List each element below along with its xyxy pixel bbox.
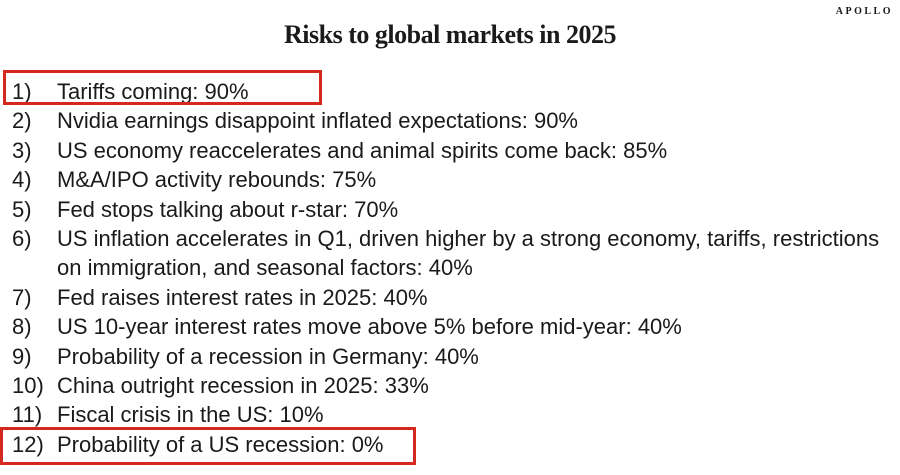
list-item-2: 2) Nvidia earnings disappoint inflated e… — [0, 106, 880, 135]
list-item-4: 4) M&A/IPO activity rebounds: 75% — [0, 165, 880, 194]
item-number: 4) — [12, 167, 32, 193]
item-number: 7) — [12, 284, 32, 310]
list-item-6: 6) US inflation accelerates in Q1, drive… — [0, 224, 880, 283]
item-text: M&A/IPO activity rebounds: 75% — [57, 167, 377, 193]
item-text: Fed raises interest rates in 2025: 40% — [57, 284, 428, 310]
list-item-8: 8) US 10-year interest rates move above … — [0, 312, 880, 341]
item-number: 9) — [12, 343, 32, 369]
item-number: 3) — [12, 137, 32, 163]
item-number: 6) — [12, 226, 32, 252]
slide-title: Risks to global markets in 2025 — [284, 20, 616, 49]
list-item-5: 5) Fed stops talking about r-star: 70% — [0, 195, 880, 224]
item-number: 11) — [12, 402, 43, 428]
list-item-12: 12) Probability of a US recession: 0% — [0, 430, 880, 459]
item-number: 8) — [12, 314, 32, 340]
item-number: 1) — [12, 79, 32, 104]
item-text: US 10-year interest rates move above 5% … — [57, 314, 682, 340]
list-item-11: 11) Fiscal crisis in the US: 10% — [0, 400, 880, 429]
item-text: Tariffs coming: 90% — [57, 79, 249, 104]
apollo-logo: APOLLO — [835, 6, 893, 17]
item-text: China outright recession in 2025: 33% — [57, 373, 429, 399]
item-text: Fed stops talking about r-star: 70% — [57, 196, 399, 222]
item-text: Probability of a recession in Germany: 4… — [57, 343, 479, 369]
item-number: 10) — [12, 373, 44, 399]
risk-list: 1) Tariffs coming: 90% 2) Nvidia earning… — [0, 77, 880, 459]
list-item-9: 9) Probability of a recession in Germany… — [0, 342, 880, 371]
list-item-10: 10) China outright recession in 2025: 33… — [0, 371, 880, 400]
list-item-3: 3) US economy reaccelerates and animal s… — [0, 136, 880, 165]
item-number: 12) — [12, 431, 44, 457]
list-item-7: 7) Fed raises interest rates in 2025: 40… — [0, 283, 880, 312]
item-text: Probability of a US recession: 0% — [57, 431, 384, 457]
item-text: US inflation accelerates in Q1, driven h… — [57, 226, 880, 281]
item-text: Nvidia earnings disappoint inflated expe… — [57, 108, 578, 134]
item-text: US economy reaccelerates and animal spir… — [57, 137, 668, 163]
item-text: Fiscal crisis in the US: 10% — [57, 402, 324, 428]
item-number: 2) — [12, 108, 32, 134]
item-number: 5) — [12, 196, 32, 222]
list-item-1: 1) Tariffs coming: 90% — [0, 77, 880, 106]
